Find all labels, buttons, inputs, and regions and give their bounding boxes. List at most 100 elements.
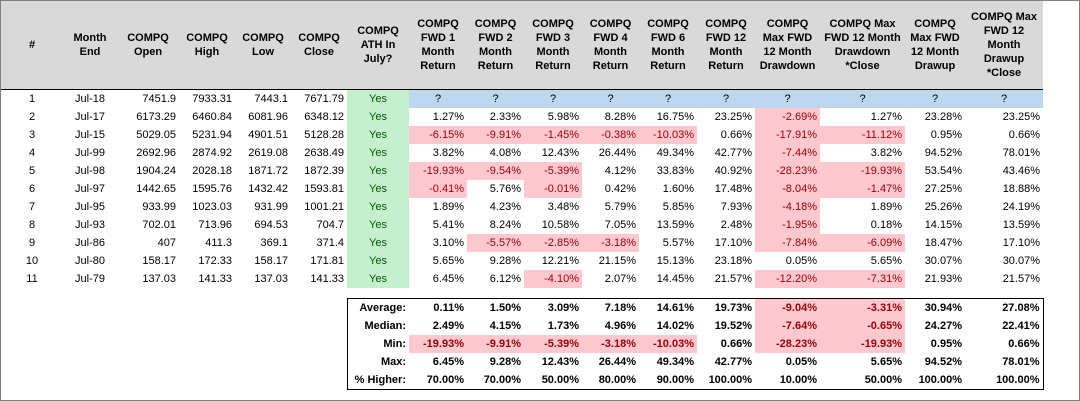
- return-cell: 5.65%: [870, 255, 902, 267]
- high-cell: 7933.31: [192, 93, 232, 105]
- return-cell: 3.82%: [432, 147, 464, 159]
- table-row: 4 Jul-99 2692.96 2874.92 2619.08 2638.49 Yes 3.…: [1, 144, 1043, 162]
- summary-value-cell: -3.18%: [582, 335, 639, 353]
- return-cell: -28.23%: [755, 162, 820, 180]
- return-cell: 10.58%: [541, 219, 579, 231]
- close-cell: 1872.39: [304, 165, 344, 177]
- ath-in-july-cell: Yes: [347, 162, 409, 180]
- return-cell: -9.91%: [467, 126, 524, 144]
- spacer-cell: [582, 288, 639, 299]
- return-cell: 6.12%: [489, 273, 521, 285]
- return-cell: ?: [697, 89, 755, 108]
- return-cell: ?: [965, 89, 1043, 108]
- table-body: 1 Jul-18 7451.9 7933.31 7443.1 7671.79 Yes????…: [1, 89, 1044, 390]
- month-end-cell: Jul-17: [75, 111, 105, 123]
- summary-value-cell: 5.65%: [870, 356, 902, 368]
- empty-cell: [179, 353, 235, 371]
- return-cell: -0.01%: [524, 180, 582, 198]
- return-cell: -8.04%: [755, 180, 820, 198]
- empty-cell: [291, 353, 347, 371]
- return-cell: 21.57%: [714, 273, 752, 285]
- return-cell: 7.05%: [604, 219, 636, 231]
- empty-cell: [117, 371, 179, 390]
- low-cell: 4901.51: [248, 129, 288, 141]
- empty-cell: [1, 335, 63, 353]
- summary-value-cell: 1.73%: [547, 320, 579, 332]
- return-cell: 3.10%: [432, 237, 464, 249]
- empty-cell: [179, 317, 235, 335]
- return-cell: 49.34%: [656, 147, 694, 159]
- row-index-cell: 6: [28, 183, 36, 195]
- return-cell: 8.28%: [604, 111, 636, 123]
- summary-value-cell: 0.66%: [720, 338, 752, 350]
- low-cell: 694.53: [254, 219, 288, 231]
- return-cell: ?: [467, 89, 524, 108]
- return-cell: ?: [639, 89, 697, 108]
- return-cell: -12.20%: [755, 270, 820, 288]
- summary-value-cell: 100.00%: [965, 371, 1044, 390]
- open-cell: 933.99: [142, 201, 176, 213]
- high-cell: 1595.76: [192, 183, 232, 195]
- return-cell: 18.47%: [924, 237, 962, 249]
- col-header-fwd-2m: COMPQ FWD 2 Month Return: [467, 1, 524, 90]
- summary-value-cell: 9.28%: [489, 356, 521, 368]
- empty-cell: [235, 299, 291, 318]
- return-cell: 1.27%: [870, 111, 902, 123]
- return-cell: -11.12%: [820, 126, 905, 144]
- row-index-cell: 8: [28, 219, 36, 231]
- return-cell: 1.60%: [662, 183, 694, 195]
- month-end-cell: Jul-97: [75, 183, 105, 195]
- empty-cell: [63, 299, 117, 318]
- row-index-cell: 4: [28, 147, 36, 159]
- summary-value-cell: 70.00%: [467, 371, 524, 390]
- summary-value-cell: 80.00%: [582, 371, 639, 390]
- summary-row: Min: -19.93% -9.91% -5.39% -3.18% -10.03% 0.66…: [1, 335, 1044, 353]
- return-cell: 21.57%: [1002, 273, 1040, 285]
- ath-in-july-cell: Yes: [347, 234, 409, 252]
- high-cell: 411.3: [205, 237, 232, 249]
- spacer-cell: [820, 288, 905, 299]
- col-header-max-drawdown-close: COMPQ Max FWD 12 Month Drawdown *Close: [820, 1, 905, 90]
- summary-value-cell: 14.02%: [656, 320, 694, 332]
- table-row: 1 Jul-18 7451.9 7933.31 7443.1 7671.79 Yes????…: [1, 89, 1043, 108]
- month-end-cell: Jul-18: [75, 93, 105, 105]
- return-cell: 4.12%: [604, 165, 636, 177]
- return-cell: 17.10%: [714, 237, 752, 249]
- summary-label-cell: Median:: [346, 317, 409, 335]
- month-end-cell: Jul-80: [75, 255, 105, 267]
- return-cell: 2.07%: [604, 273, 636, 285]
- empty-cell: [179, 371, 235, 390]
- open-cell: 5029.05: [136, 129, 176, 141]
- low-cell: 158.17: [254, 255, 288, 267]
- summary-label-cell: Min:: [346, 335, 409, 353]
- return-cell: -5.39%: [524, 162, 582, 180]
- empty-cell: [117, 335, 179, 353]
- table-row: 8 Jul-93 702.01 713.96 694.53 704.7 Yes 5.41% 8.…: [1, 216, 1043, 234]
- summary-value-cell: 0.95%: [930, 338, 962, 350]
- return-cell: ?: [905, 89, 965, 108]
- empty-cell: [291, 299, 347, 318]
- col-header-index: #: [1, 1, 63, 90]
- spacer-cell: [63, 288, 117, 299]
- return-cell: 33.83%: [656, 165, 694, 177]
- return-cell: 14.15%: [924, 219, 962, 231]
- col-header-low: COMPQ Low: [235, 1, 291, 90]
- open-cell: 137.03: [142, 273, 176, 285]
- return-cell: 16.75%: [656, 111, 694, 123]
- ath-in-july-cell: Yes: [347, 216, 409, 234]
- col-header-high: COMPQ High: [179, 1, 235, 90]
- row-index-cell: 7: [28, 201, 36, 213]
- row-index-cell: 3: [28, 129, 36, 141]
- ath-in-july-cell: Yes: [347, 144, 409, 162]
- return-cell: 5.85%: [662, 201, 694, 213]
- return-cell: ?: [582, 89, 639, 108]
- col-header-close: COMPQ Close: [291, 1, 347, 90]
- return-cell: 23.25%: [1002, 111, 1040, 123]
- return-cell: 5.98%: [547, 111, 579, 123]
- summary-value-cell: 100.00%: [905, 371, 965, 390]
- ath-in-july-cell: Yes: [347, 180, 409, 198]
- summary-value-cell: 49.34%: [656, 356, 694, 368]
- row-index-cell: 1: [28, 93, 36, 105]
- table-row: 9 Jul-86 407 411.3 369.1 371.4 Yes 3.10% -5.57% -…: [1, 234, 1043, 252]
- summary-value-cell: 26.44%: [598, 356, 636, 368]
